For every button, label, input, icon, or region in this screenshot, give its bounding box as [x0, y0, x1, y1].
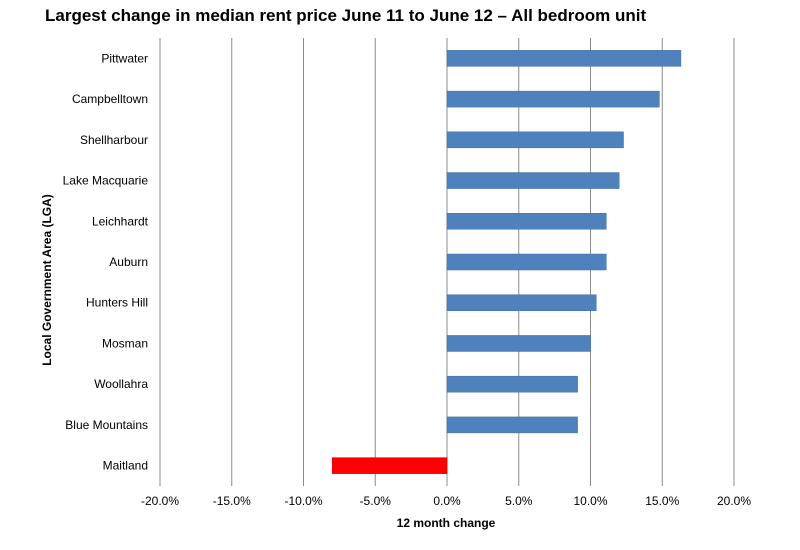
x-tick-label: -10.0% — [284, 494, 322, 508]
category-label: Lake Macquarie — [63, 174, 149, 188]
bar — [446, 50, 682, 67]
category-label: Pittwater — [101, 51, 148, 65]
x-tick-label: 10.0% — [573, 494, 607, 508]
bar — [446, 375, 578, 393]
bar — [446, 416, 578, 434]
y-axis-title: Local Government Area (LGA) — [40, 194, 54, 366]
x-tick-label: -5.0% — [360, 494, 392, 508]
x-tick-label: 20.0% — [717, 494, 751, 508]
x-tick-label: -20.0% — [141, 494, 179, 508]
x-tick-label: -15.0% — [213, 494, 251, 508]
x-tick-label: 5.0% — [505, 494, 533, 508]
bar — [331, 457, 448, 474]
category-label: Auburn — [109, 255, 148, 269]
category-label: Maitland — [103, 459, 148, 473]
category-label: Woollahra — [94, 377, 148, 391]
x-tick-label: 0.0% — [433, 494, 461, 508]
category-label: Shellharbour — [80, 133, 148, 147]
category-label: Campbelltown — [72, 92, 148, 106]
bar — [446, 131, 624, 149]
category-label: Blue Mountains — [65, 418, 148, 432]
bar — [446, 253, 607, 271]
bar — [446, 335, 591, 352]
chart-title: Largest change in median rent price June… — [45, 6, 647, 25]
bar — [446, 213, 607, 230]
bar — [446, 90, 660, 108]
bar — [446, 172, 620, 189]
category-label: Hunters Hill — [86, 296, 148, 310]
x-tick-label: 15.0% — [645, 494, 679, 508]
category-label: Mosman — [102, 336, 148, 350]
category-label: Leichhardt — [92, 214, 149, 228]
x-axis-title: 12 month change — [397, 516, 496, 530]
bar — [446, 294, 597, 311]
